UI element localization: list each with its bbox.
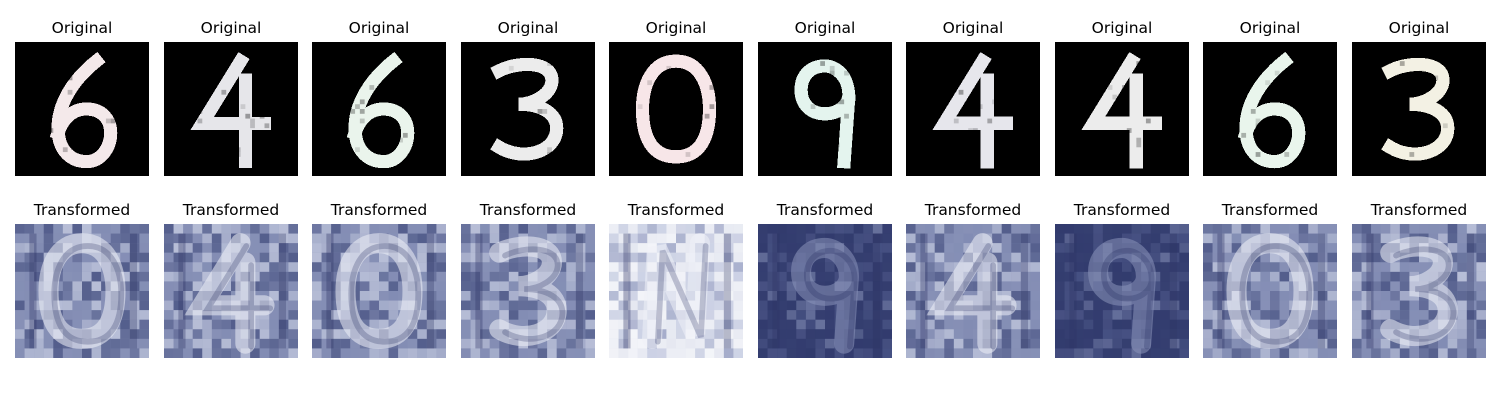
transformed-digit-image bbox=[1203, 224, 1337, 358]
transformed-panel-title: Transformed bbox=[33, 201, 131, 219]
transformed-digit-image bbox=[609, 224, 743, 358]
original-panel-title: Original bbox=[497, 19, 559, 37]
original-digit-image bbox=[906, 42, 1040, 176]
original-digit-image bbox=[758, 42, 892, 176]
transformed-panel-title: Transformed bbox=[330, 201, 428, 219]
transformed-digit-image bbox=[906, 224, 1040, 358]
original-digit-image bbox=[1055, 42, 1189, 176]
transformed-panel-title: Transformed bbox=[1221, 201, 1319, 219]
transformed-digit-image bbox=[164, 224, 298, 358]
original-digit-image bbox=[1203, 42, 1337, 176]
original-digit-image bbox=[609, 42, 743, 176]
transformed-digit-image bbox=[758, 224, 892, 358]
original-panel-title: Original bbox=[942, 19, 1004, 37]
transformed-digit-image bbox=[461, 224, 595, 358]
transformed-panel-title: Transformed bbox=[776, 201, 874, 219]
original-panel-title: Original bbox=[348, 19, 410, 37]
transformed-panel-title: Transformed bbox=[924, 201, 1022, 219]
original-panel-title: Original bbox=[1388, 19, 1450, 37]
original-digit-image bbox=[164, 42, 298, 176]
transformed-panel-title: Transformed bbox=[1370, 201, 1468, 219]
transformed-digit-image bbox=[15, 224, 149, 358]
transformed-digit-image bbox=[1055, 224, 1189, 358]
transformed-panel-title: Transformed bbox=[1073, 201, 1171, 219]
transformed-panel-title: Transformed bbox=[479, 201, 577, 219]
original-panel-title: Original bbox=[51, 19, 113, 37]
original-digit-image bbox=[1352, 42, 1486, 176]
transformed-digit-image bbox=[312, 224, 446, 358]
transformed-digit-image bbox=[1352, 224, 1486, 358]
original-panel-title: Original bbox=[1091, 19, 1153, 37]
transformed-panel-title: Transformed bbox=[627, 201, 725, 219]
original-panel-title: Original bbox=[1239, 19, 1301, 37]
original-digit-image bbox=[15, 42, 149, 176]
original-panel-title: Original bbox=[200, 19, 262, 37]
original-panel-title: Original bbox=[794, 19, 856, 37]
original-panel-title: Original bbox=[645, 19, 707, 37]
original-digit-image bbox=[312, 42, 446, 176]
original-digit-image bbox=[461, 42, 595, 176]
transformed-panel-title: Transformed bbox=[182, 201, 280, 219]
